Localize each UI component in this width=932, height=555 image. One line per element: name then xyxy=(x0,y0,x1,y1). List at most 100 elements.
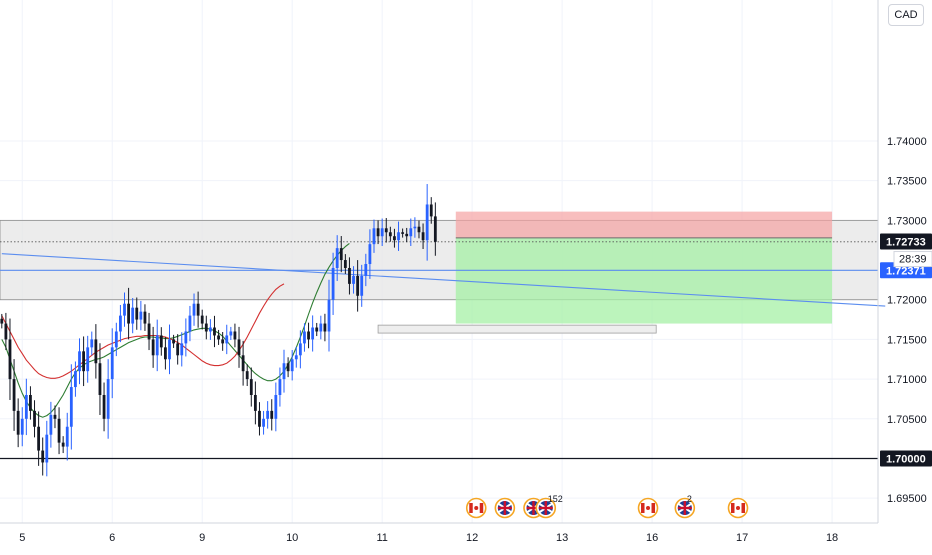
candle xyxy=(384,218,388,243)
candle-body xyxy=(393,236,396,241)
candle-body xyxy=(433,216,437,242)
candle xyxy=(45,420,49,477)
candle xyxy=(343,254,347,274)
candle-body xyxy=(368,244,372,265)
candle xyxy=(139,300,143,331)
candle xyxy=(184,318,188,357)
canada-flag-icon[interactable] xyxy=(465,497,487,519)
price-axis[interactable]: 1.74000 1.73500 1.73000 1.72000 1.71500 1.710… xyxy=(877,0,932,523)
candle xyxy=(41,437,45,476)
candle xyxy=(4,312,8,351)
price-tick-label: 1.73000 xyxy=(887,215,927,227)
candle-body xyxy=(114,331,118,348)
candle-body xyxy=(413,226,417,229)
candle-body xyxy=(327,299,331,332)
price-tick-label: 1.73500 xyxy=(887,176,927,188)
time-tick-label: 13 xyxy=(556,532,568,544)
candle-body xyxy=(200,315,204,324)
candle xyxy=(24,378,28,436)
take-profit-zone xyxy=(455,237,833,324)
currency-badge[interactable]: CAD xyxy=(888,4,924,26)
time-tick-label: 5 xyxy=(19,532,25,544)
candle xyxy=(180,332,184,367)
candle xyxy=(102,382,106,432)
candle-body xyxy=(29,394,32,411)
candle xyxy=(12,359,16,431)
candle xyxy=(74,361,77,397)
candle-body xyxy=(20,418,24,435)
candle xyxy=(327,279,331,352)
candle-body xyxy=(168,339,171,360)
candle xyxy=(274,382,278,432)
candle xyxy=(380,218,384,246)
candle xyxy=(217,329,220,345)
candle xyxy=(98,343,102,415)
candle-body xyxy=(278,379,282,395)
candle xyxy=(262,410,265,435)
moving-averages-layer xyxy=(1,242,350,418)
candle-body xyxy=(335,248,339,268)
uk-flag-icon[interactable]: 2 xyxy=(674,494,696,519)
candle xyxy=(372,219,376,253)
candle-body xyxy=(352,275,355,284)
candle-body xyxy=(372,228,376,245)
candle-body xyxy=(249,379,253,395)
candle-body xyxy=(290,359,294,372)
time-tick-label: 10 xyxy=(286,532,298,544)
canada-flag-icon[interactable] xyxy=(727,497,749,519)
candle xyxy=(143,304,147,331)
candle xyxy=(172,334,175,348)
candle xyxy=(16,398,20,448)
candles-layer xyxy=(0,184,437,477)
candle-body xyxy=(184,331,188,344)
candle xyxy=(433,202,437,256)
events-layer[interactable]: 152 2 xyxy=(465,494,749,519)
time-tick-label: 11 xyxy=(376,532,387,544)
candle-body xyxy=(102,394,106,419)
candle-body xyxy=(12,379,16,411)
candle-body xyxy=(110,347,114,380)
candle-body xyxy=(155,335,159,356)
candle-body xyxy=(53,414,57,419)
candle xyxy=(94,324,98,379)
candle xyxy=(417,220,421,239)
candle xyxy=(20,407,24,447)
candle xyxy=(376,220,380,245)
candle xyxy=(294,346,298,368)
candle-body xyxy=(37,426,41,451)
candle xyxy=(241,340,245,386)
candle-body xyxy=(86,347,90,372)
candle-body xyxy=(307,331,310,340)
ma-slow-line xyxy=(1,283,285,379)
uk-flag-icon[interactable] xyxy=(494,497,516,519)
candle xyxy=(151,326,155,368)
candle-body xyxy=(127,303,130,324)
candle-body xyxy=(106,379,110,419)
candle-body xyxy=(303,331,306,344)
candle-body xyxy=(123,303,126,316)
candle xyxy=(61,436,65,454)
candle xyxy=(123,292,126,327)
small-zone xyxy=(377,324,657,334)
candle xyxy=(315,322,319,337)
timer-box xyxy=(893,251,932,268)
candle-body xyxy=(282,363,286,380)
price-label-text: 1.72371 xyxy=(886,265,926,277)
candle-body xyxy=(0,318,4,324)
candle xyxy=(425,184,429,261)
candle xyxy=(110,328,114,399)
candle xyxy=(421,223,425,250)
canada-flag-icon[interactable] xyxy=(637,497,659,519)
candle-body xyxy=(245,371,249,380)
uk-flag-icon[interactable]: 152 xyxy=(535,494,563,519)
candle xyxy=(298,330,302,369)
candle-body xyxy=(65,426,69,447)
zones-layer xyxy=(0,211,879,334)
candle xyxy=(397,221,400,251)
candle xyxy=(270,399,274,431)
candle-body xyxy=(388,232,392,237)
candle xyxy=(393,228,396,248)
time-axis[interactable]: 5 6 9 10 11 12 13 16 17 18 xyxy=(0,522,878,544)
